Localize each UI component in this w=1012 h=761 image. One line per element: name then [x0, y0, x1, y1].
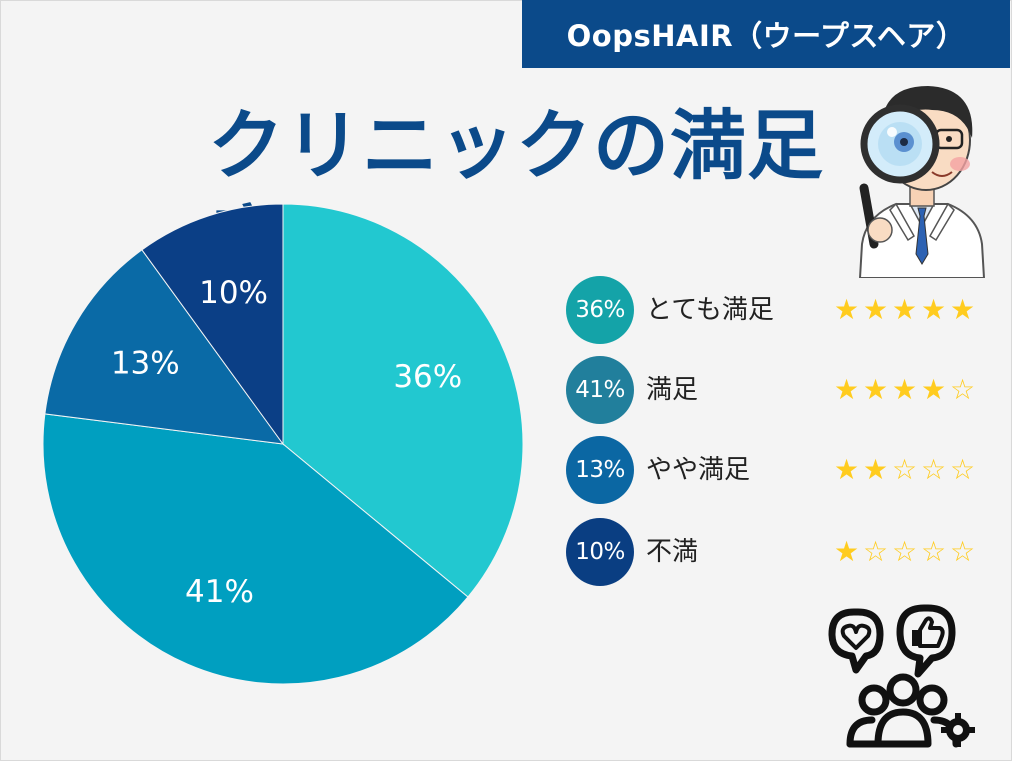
star-rating: ★ ☆ ☆ ☆ ☆	[832, 536, 977, 568]
legend-percent-badge: 13%	[566, 436, 634, 504]
pie-slice	[282, 203, 524, 598]
legend-label: とても満足	[646, 295, 774, 325]
pie-slice-label: 36%	[393, 359, 462, 395]
star-filled-icon: ★	[891, 373, 918, 406]
brand-name: OopsHAIR（ウープスヘア）	[566, 19, 966, 53]
star-filled-icon: ★	[833, 293, 860, 326]
pie-slice	[141, 203, 284, 446]
legend-percent-badge: 36%	[566, 276, 634, 344]
star-empty-icon: ☆	[920, 453, 947, 486]
star-empty-icon: ☆	[949, 535, 976, 568]
brand-badge: OopsHAIR（ウープスヘア）	[522, 0, 1010, 68]
legend-percent-badge: 41%	[566, 356, 634, 424]
legend-label: やや満足	[646, 455, 751, 485]
legend-percent-badge: 10%	[566, 518, 634, 586]
star-rating: ★ ★ ★ ★ ★	[832, 294, 977, 326]
star-rating: ★ ★ ☆ ☆ ☆	[832, 454, 977, 486]
pie-slice-label: 41%	[185, 574, 254, 610]
legend-row: 41% 満足 ★ ★ ★ ★ ☆	[566, 356, 986, 424]
customer-feedback-icon	[828, 604, 975, 748]
star-empty-icon: ☆	[949, 373, 976, 406]
star-empty-icon: ☆	[949, 453, 976, 486]
legend-row: 13% やや満足 ★ ★ ☆ ☆ ☆	[566, 436, 986, 504]
star-filled-icon: ★	[862, 453, 889, 486]
pie-slice-label: 13%	[111, 346, 180, 382]
star-filled-icon: ★	[920, 373, 947, 406]
star-empty-icon: ☆	[891, 453, 918, 486]
star-filled-icon: ★	[920, 293, 947, 326]
legend-label: 不満	[646, 537, 699, 567]
star-rating: ★ ★ ★ ★ ☆	[832, 374, 977, 406]
pie-slice-label: 10%	[199, 275, 268, 311]
pie-slice	[44, 249, 285, 445]
star-filled-icon: ★	[862, 293, 889, 326]
star-filled-icon: ★	[862, 373, 889, 406]
star-filled-icon: ★	[891, 293, 918, 326]
legend-row: 10% 不満 ★ ☆ ☆ ☆ ☆	[566, 518, 986, 586]
star-empty-icon: ☆	[920, 535, 947, 568]
legend-row: 36% とても満足 ★ ★ ★ ★ ★	[566, 276, 986, 344]
star-empty-icon: ☆	[891, 535, 918, 568]
star-filled-icon: ★	[833, 453, 860, 486]
star-empty-icon: ☆	[862, 535, 889, 568]
star-filled-icon: ★	[833, 373, 860, 406]
doctor-with-magnifier-icon	[858, 86, 986, 278]
star-filled-icon: ★	[949, 293, 976, 326]
star-filled-icon: ★	[833, 535, 860, 568]
legend-label: 満足	[646, 375, 699, 405]
pie-slice	[42, 413, 469, 685]
